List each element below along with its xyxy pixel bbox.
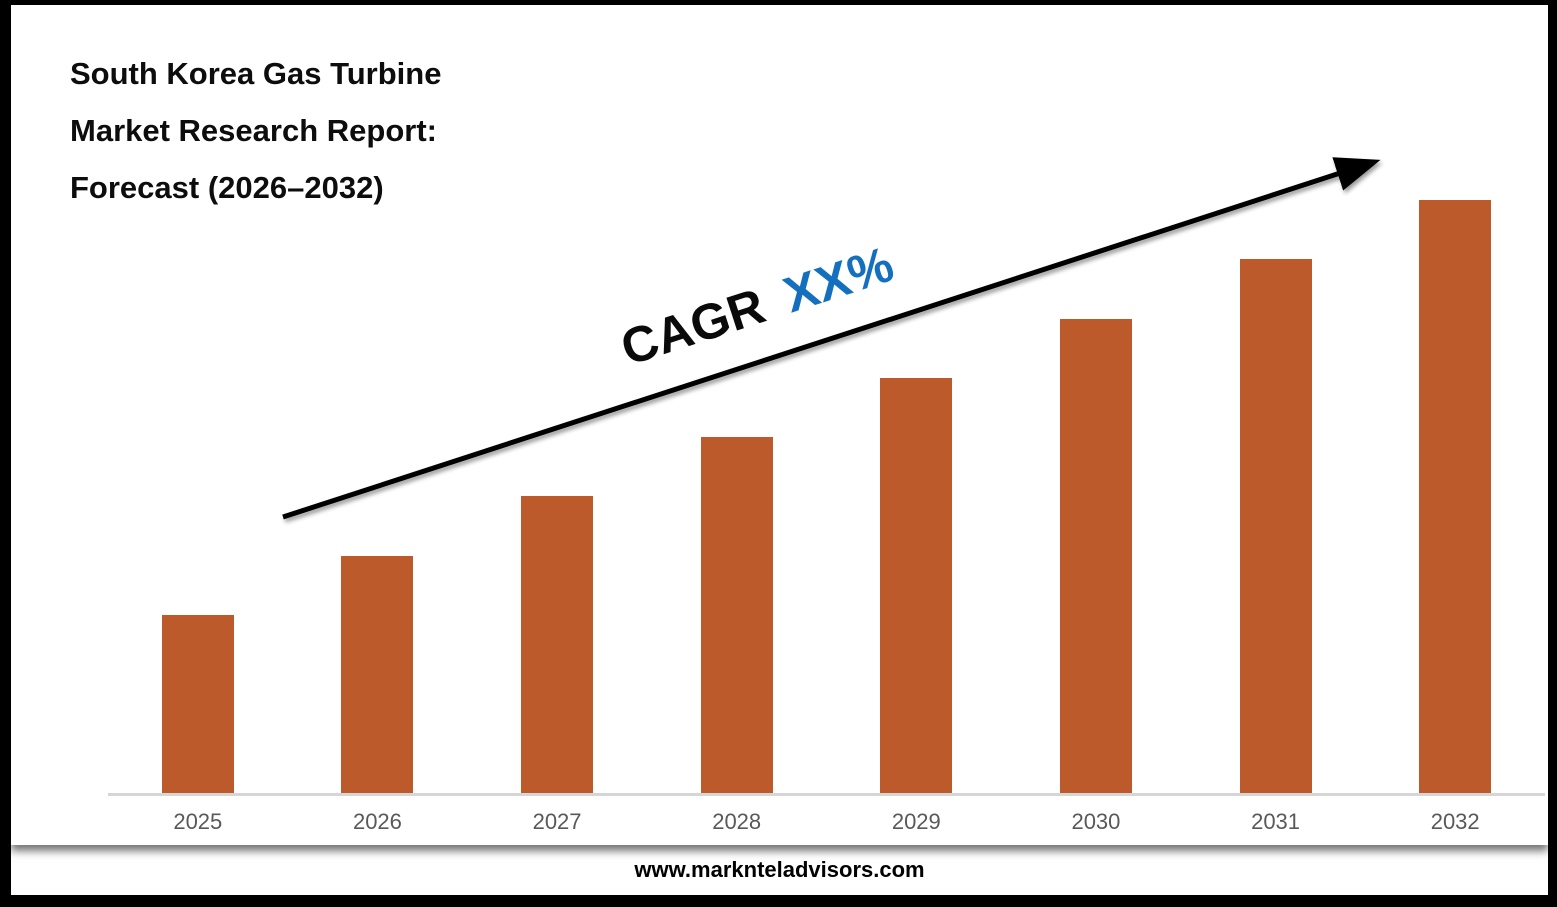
bar-2027 <box>521 496 594 793</box>
x-axis-label-2029: 2029 <box>891 809 941 834</box>
x-axis-label-2028: 2028 <box>712 809 762 834</box>
x-axis-label-2026: 2026 <box>352 809 402 834</box>
bar-2025 <box>161 615 234 793</box>
bar-column-2028 <box>647 437 827 793</box>
bar-column-2031 <box>1186 259 1366 793</box>
x-axis-label-2032: 2032 <box>1430 809 1480 834</box>
chart-area: South Korea Gas Turbine Market Research … <box>11 5 1548 845</box>
x-axis-label-2031: 2031 <box>1251 809 1301 834</box>
bar-column-2025 <box>108 615 288 793</box>
bar-column-2027 <box>467 496 647 793</box>
x-axis-label-2030: 2030 <box>1071 809 1121 834</box>
chart-title-line-3: Forecast (2026–2032) <box>70 170 384 205</box>
bar-2026 <box>341 556 414 793</box>
chart-title-line-1: South Korea Gas Turbine <box>70 56 442 91</box>
bar-2032 <box>1419 200 1492 793</box>
chart-title-line-2: Market Research Report: <box>70 113 437 148</box>
bar-2029 <box>880 378 953 793</box>
bar-2028 <box>700 437 773 793</box>
bar-2030 <box>1059 319 1132 793</box>
bar-column-2032 <box>1365 200 1545 793</box>
bar-column-2030 <box>1006 319 1186 793</box>
footer: www.marknteladvisors.com <box>11 845 1548 895</box>
x-axis-label-2027: 2027 <box>532 809 582 834</box>
trend-arrow-line <box>282 157 1381 520</box>
x-axis-labels: 2025 2026 2027 2028 2029 2030 2031 2032 <box>108 809 1545 835</box>
footer-website: www.marknteladvisors.com <box>634 857 925 882</box>
plot-area <box>108 153 1545 796</box>
chart-title: South Korea Gas Turbine Market Research … <box>70 45 441 216</box>
bar-2031 <box>1239 259 1312 793</box>
trend-arrow <box>282 157 1381 520</box>
bar-column-2029 <box>827 378 1007 793</box>
bar-column-2026 <box>288 556 468 793</box>
x-axis-label-2025: 2025 <box>173 809 223 834</box>
